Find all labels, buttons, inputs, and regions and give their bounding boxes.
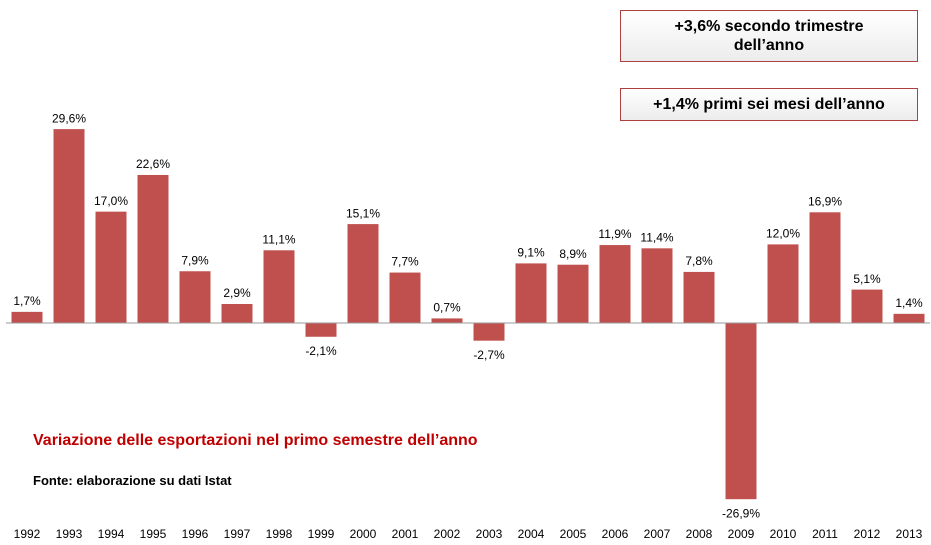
x-tick-label: 1995 xyxy=(140,527,167,541)
x-tick-label: 1999 xyxy=(308,527,335,541)
data-label: 11,1% xyxy=(262,232,295,246)
x-tick-label: 1992 xyxy=(14,527,41,541)
x-tick-label: 2009 xyxy=(728,527,755,541)
x-tick-label: 2000 xyxy=(350,527,377,541)
bar xyxy=(137,174,169,323)
data-label: 7,8% xyxy=(685,254,713,268)
bar xyxy=(515,263,547,323)
bar xyxy=(431,318,463,323)
bar xyxy=(725,323,757,500)
data-label: 12,0% xyxy=(766,227,800,241)
data-label: 7,7% xyxy=(391,255,419,269)
bar xyxy=(347,224,379,323)
bar xyxy=(851,289,883,323)
data-label: 11,4% xyxy=(640,231,673,245)
bar xyxy=(305,323,337,337)
data-label: 8,9% xyxy=(559,247,587,261)
data-label: 5,1% xyxy=(853,272,881,286)
data-label: 22,6% xyxy=(136,157,170,171)
x-tick-label: 2010 xyxy=(770,527,797,541)
data-label: 29,6% xyxy=(52,111,86,125)
annotation-box: +1,4% primi sei mesi dell’anno xyxy=(620,88,918,121)
bar xyxy=(473,323,505,341)
data-label: 11,9% xyxy=(598,227,631,241)
x-tick-label: 2005 xyxy=(560,527,587,541)
source-note: Fonte: elaborazione su dati Istat xyxy=(33,473,232,488)
x-tick-label: 2004 xyxy=(518,527,545,541)
bar xyxy=(683,271,715,323)
data-label: 17,0% xyxy=(94,194,128,208)
data-label: 0,7% xyxy=(433,301,461,315)
data-label: 1,7% xyxy=(13,294,41,308)
x-tick-label: 2003 xyxy=(476,527,503,541)
data-label: -2,1% xyxy=(305,344,337,358)
x-tick-label: 2002 xyxy=(434,527,461,541)
x-tick-label: 2012 xyxy=(854,527,881,541)
x-tick-label: 1994 xyxy=(98,527,125,541)
bar xyxy=(809,212,841,323)
annotation-box: +3,6% secondo trimestre dell’anno xyxy=(620,10,918,62)
data-label: 16,9% xyxy=(808,194,842,208)
x-tick-label: 1997 xyxy=(224,527,251,541)
x-tick-label: 2007 xyxy=(644,527,671,541)
data-label: 9,1% xyxy=(517,246,545,260)
x-tick-label: 2011 xyxy=(812,527,838,541)
bar xyxy=(221,304,253,323)
x-tick-label: 1996 xyxy=(182,527,209,541)
data-label: 15,1% xyxy=(346,206,380,220)
x-tick-label: 2001 xyxy=(392,527,419,541)
bar xyxy=(893,313,925,323)
bar xyxy=(641,248,673,323)
x-tick-label: 1998 xyxy=(266,527,293,541)
bar xyxy=(599,245,631,323)
bar xyxy=(53,129,85,323)
data-label: -26,9% xyxy=(722,506,760,520)
data-label: 2,9% xyxy=(223,286,251,300)
data-label: 7,9% xyxy=(181,253,209,267)
data-label: 1,4% xyxy=(895,296,923,310)
data-label: -2,7% xyxy=(473,348,505,362)
bar xyxy=(179,271,211,323)
x-tick-label: 2013 xyxy=(896,527,923,541)
chart-title: Variazione delle esportazioni nel primo … xyxy=(33,432,478,449)
x-tick-label: 2006 xyxy=(602,527,629,541)
x-tick-label: 1993 xyxy=(56,527,83,541)
bar xyxy=(389,272,421,323)
bar xyxy=(557,264,589,323)
bar xyxy=(95,211,127,323)
bar xyxy=(11,311,43,323)
bar xyxy=(263,250,295,323)
bar xyxy=(767,244,799,323)
x-tick-label: 2008 xyxy=(686,527,713,541)
